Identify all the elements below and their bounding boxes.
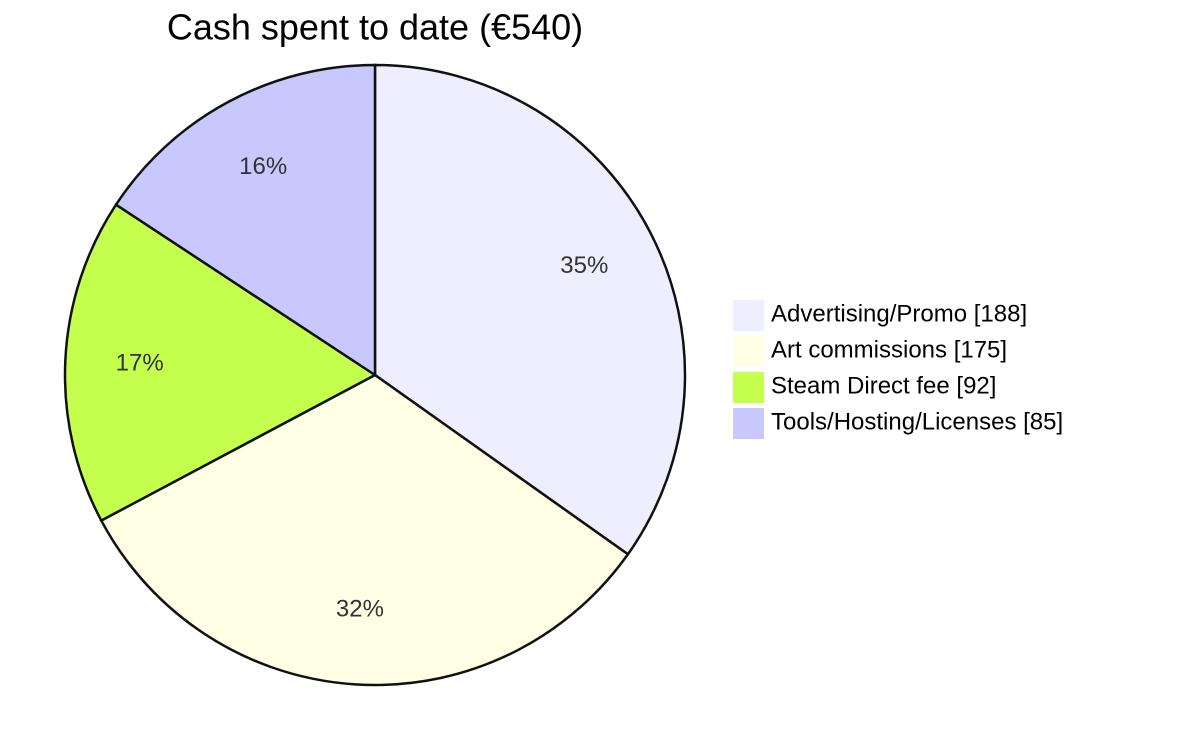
legend-swatch (733, 372, 764, 403)
legend-swatch (733, 408, 764, 439)
pie-slice (63, 202, 378, 523)
pie-slice (373, 63, 687, 557)
legend-swatch (733, 336, 764, 367)
legend-label: Tools/Hosting/Licenses [85] (771, 408, 1063, 435)
pie-slice (99, 373, 630, 687)
legend-label: Art commissions [175] (771, 336, 1007, 363)
slice-label: 35% (560, 252, 608, 279)
slice-label: 16% (239, 153, 287, 180)
legend-swatch (733, 300, 764, 331)
pie-slice (114, 63, 377, 378)
slice-label: 17% (116, 349, 164, 376)
chart-title: Cash spent to date (€540) (167, 7, 583, 48)
slice-label: 32% (336, 595, 384, 622)
legend-label: Advertising/Promo [188] (771, 300, 1027, 327)
legend-label: Steam Direct fee [92] (771, 372, 996, 399)
